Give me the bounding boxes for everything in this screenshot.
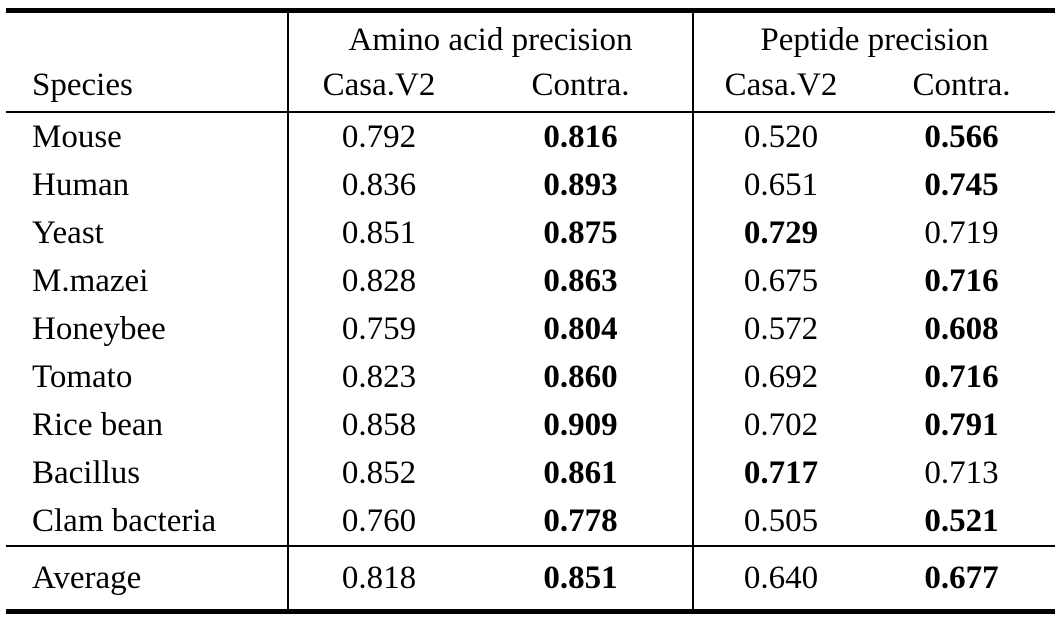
value-cell: 0.791 — [924, 406, 999, 443]
value-cell: 0.572 — [692, 305, 868, 353]
average-value-cell: 0.677 — [924, 559, 999, 596]
top-rule — [6, 8, 1055, 13]
species-label-bacillus: Bacillus — [32, 454, 141, 491]
column-header-peptide-contra: Contra. — [912, 66, 1011, 103]
value-cell: 0.816 — [543, 118, 618, 155]
value-cell: 0.745 — [924, 166, 999, 203]
value-cell: 0.729 — [692, 209, 868, 257]
average-value-cell: 0.851 — [543, 559, 618, 596]
value-cell: 0.909 — [543, 406, 618, 443]
group-header-amino-acid-precision: Amino acid precision — [287, 13, 692, 59]
column-header-species: Species — [32, 66, 133, 103]
average-value-cell: 0.640 — [692, 547, 868, 609]
value-cell: 0.851 — [287, 209, 469, 257]
value-cell: 0.520 — [692, 113, 868, 161]
value-cell: 0.858 — [287, 401, 469, 449]
precision-table: Amino acid precision Peptide precision S… — [6, 8, 1055, 614]
column-header-peptide-casa-v2: Casa.V2 — [692, 59, 868, 111]
value-cell: 0.852 — [287, 449, 469, 497]
value-cell: 0.692 — [692, 353, 868, 401]
value-cell: 0.860 — [543, 358, 618, 395]
value-cell: 0.702 — [692, 401, 868, 449]
species-label-clam-bacteria: Clam bacteria — [32, 502, 217, 539]
value-cell: 0.759 — [287, 305, 469, 353]
value-cell: 0.719 — [924, 214, 999, 251]
species-label-mouse: Mouse — [32, 118, 122, 155]
group-header-peptide-precision: Peptide precision — [692, 13, 1055, 59]
value-cell: 0.836 — [287, 161, 469, 209]
value-cell: 0.804 — [543, 310, 618, 347]
value-cell: 0.716 — [924, 262, 999, 299]
species-label-honeybee: Honeybee — [32, 310, 166, 347]
value-cell: 0.716 — [924, 358, 999, 395]
header-rule — [6, 111, 1055, 113]
value-cell: 0.893 — [543, 166, 618, 203]
species-label-human: Human — [32, 166, 130, 203]
average-rule — [6, 545, 1055, 547]
value-cell: 0.863 — [543, 262, 618, 299]
bottom-rule — [6, 609, 1055, 614]
column-header-amino-casa-v2: Casa.V2 — [287, 59, 469, 111]
species-label-yeast: Yeast — [32, 214, 104, 251]
value-cell: 0.823 — [287, 353, 469, 401]
value-cell: 0.875 — [543, 214, 618, 251]
value-cell: 0.717 — [692, 449, 868, 497]
average-value-cell: 0.818 — [287, 547, 469, 609]
value-cell: 0.861 — [543, 454, 618, 491]
value-cell: 0.760 — [287, 497, 469, 545]
value-cell: 0.608 — [924, 310, 999, 347]
species-label-average: Average — [32, 559, 142, 596]
value-cell: 0.675 — [692, 257, 868, 305]
value-cell: 0.828 — [287, 257, 469, 305]
column-header-amino-contra: Contra. — [531, 66, 630, 103]
species-label-m-mazei: M.mazei — [32, 262, 149, 299]
value-cell: 0.566 — [924, 118, 999, 155]
value-cell: 0.713 — [924, 454, 999, 491]
value-cell: 0.792 — [287, 113, 469, 161]
value-cell: 0.778 — [543, 502, 618, 539]
value-cell: 0.505 — [692, 497, 868, 545]
value-cell: 0.521 — [924, 502, 999, 539]
header-spacer — [6, 13, 287, 59]
species-label-tomato: Tomato — [32, 358, 133, 395]
value-cell: 0.651 — [692, 161, 868, 209]
species-label-rice-bean: Rice bean — [32, 406, 164, 443]
